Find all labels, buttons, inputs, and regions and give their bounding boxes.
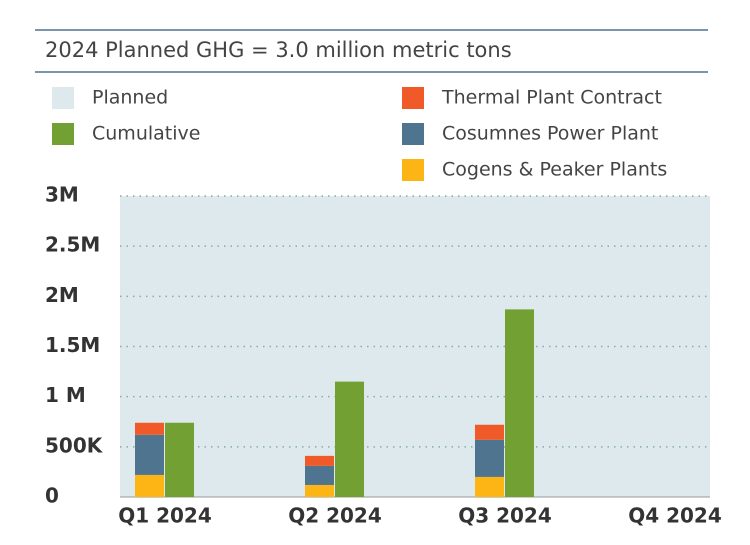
- y-tick-label: 2.5M: [45, 233, 100, 257]
- legend-swatch: [402, 123, 424, 145]
- stack-segment: [475, 424, 504, 440]
- x-tick-label: Q1 2024: [118, 504, 212, 528]
- stack-segment: [135, 434, 164, 475]
- x-tick-label: Q2 2024: [288, 504, 382, 528]
- legend-swatch: [52, 87, 74, 109]
- legend-label: Cogens & Peaker Plants: [442, 159, 667, 181]
- y-tick-label: 2M: [45, 283, 79, 307]
- legend-label: Planned: [92, 87, 168, 109]
- x-tick-label: Q3 2024: [458, 504, 552, 528]
- y-tick-label: 3M: [45, 183, 79, 207]
- cumulative-bar: [165, 422, 194, 497]
- stack-segment: [475, 439, 504, 477]
- stack-segment: [305, 455, 334, 466]
- legend-label: Thermal Plant Contract: [441, 87, 662, 109]
- y-tick-label: 500K: [45, 433, 104, 457]
- legend-swatch: [52, 123, 74, 145]
- legend-label: Cumulative: [92, 123, 200, 145]
- x-tick-label: Q4 2024: [628, 504, 722, 528]
- chart-title: 2024 Planned GHG = 3.0 million metric to…: [45, 38, 512, 62]
- cumulative-bar: [505, 309, 534, 497]
- y-tick-label: 0: [45, 484, 59, 508]
- legend-swatch: [402, 159, 424, 181]
- stack-segment: [305, 465, 334, 485]
- legend-swatch: [402, 87, 424, 109]
- planned-band: [590, 196, 710, 497]
- legend-label: Cosumnes Power Plant: [442, 123, 658, 145]
- stack-segment: [305, 484, 334, 497]
- stack-segment: [475, 476, 504, 497]
- stack-segment: [135, 422, 164, 435]
- y-tick-label: 1 M: [45, 383, 86, 407]
- y-tick-label: 1.5M: [45, 333, 100, 357]
- stack-segment: [135, 474, 164, 497]
- cumulative-bar: [335, 381, 364, 497]
